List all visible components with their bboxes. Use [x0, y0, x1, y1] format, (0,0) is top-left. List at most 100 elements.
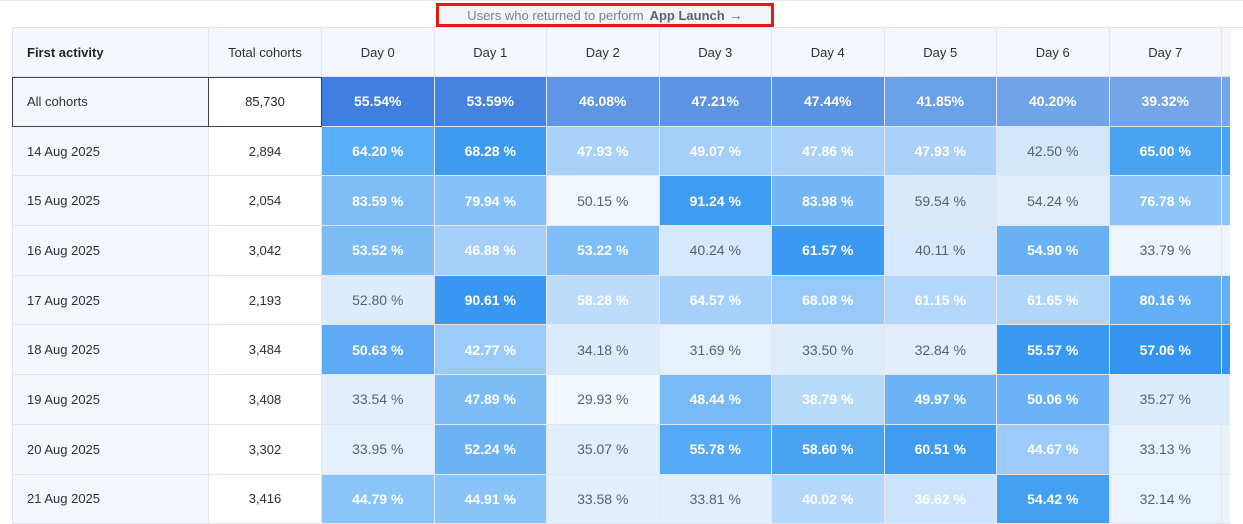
retention-cell-day-3[interactable]: 55.78 %: [660, 425, 773, 475]
retention-cell-day-7[interactable]: 65.00 %: [1110, 127, 1223, 177]
cohort-total: 3,302: [209, 425, 322, 475]
retention-cell-day-6[interactable]: 54.42 %: [997, 475, 1110, 524]
row-overflow-edge: [1222, 325, 1230, 375]
retention-cell-day-7[interactable]: 35.27 %: [1110, 375, 1223, 425]
retention-cell-day-7[interactable]: 80.16 %: [1110, 276, 1223, 326]
cohort-date: 21 Aug 2025: [12, 475, 209, 524]
all-cohorts-overflow-edge: [1222, 77, 1230, 127]
all-cohorts-day-1[interactable]: 53.59%: [435, 77, 548, 127]
all-cohorts-day-2[interactable]: 46.08%: [547, 77, 660, 127]
retention-cell-day-4[interactable]: 40.02 %: [772, 475, 885, 524]
header-day-6: Day 6: [997, 28, 1110, 77]
retention-cell-day-2[interactable]: 50.15 %: [547, 176, 660, 226]
retention-cell-day-4[interactable]: 68.08 %: [772, 276, 885, 326]
retention-cell-day-5[interactable]: 61.15 %: [885, 276, 998, 326]
retention-cell-day-0[interactable]: 64.20 %: [322, 127, 435, 177]
retention-cell-day-5[interactable]: 36.62 %: [885, 475, 998, 524]
retention-cell-day-3[interactable]: 31.69 %: [660, 325, 773, 375]
retention-cell-day-2[interactable]: 33.58 %: [547, 475, 660, 524]
retention-cell-day-4[interactable]: 33.50 %: [772, 325, 885, 375]
retention-cell-day-0[interactable]: 33.54 %: [322, 375, 435, 425]
retention-cell-day-5[interactable]: 47.93 %: [885, 127, 998, 177]
all-cohorts-row[interactable]: All cohorts 85,730 55.54% 53.59% 46.08% …: [12, 77, 1243, 127]
retention-cell-day-1[interactable]: 79.94 %: [435, 176, 548, 226]
all-cohorts-day-7[interactable]: 39.32%: [1110, 77, 1223, 127]
header-total-cohorts[interactable]: Total cohorts: [209, 28, 322, 77]
retention-event-selector[interactable]: Users who returned to perform App Launch…: [436, 3, 774, 27]
retention-cell-day-3[interactable]: 40.24 %: [660, 226, 773, 276]
retention-cell-day-1[interactable]: 68.28 %: [435, 127, 548, 177]
all-cohorts-day-6[interactable]: 40.20%: [997, 77, 1110, 127]
retention-cell-day-3[interactable]: 49.07 %: [660, 127, 773, 177]
retention-cell-day-2[interactable]: 35.07 %: [547, 425, 660, 475]
retention-cell-day-7[interactable]: 57.06 %: [1110, 325, 1223, 375]
retention-cell-day-4[interactable]: 38.79 %: [772, 375, 885, 425]
retention-cell-day-6[interactable]: 61.65 %: [997, 276, 1110, 326]
retention-cell-day-7[interactable]: 76.78 %: [1110, 176, 1223, 226]
banner-event: App Launch: [650, 8, 725, 23]
retention-cell-day-1[interactable]: 52.24 %: [435, 425, 548, 475]
retention-cell-day-3[interactable]: 33.81 %: [660, 475, 773, 524]
retention-cell-day-0[interactable]: 83.59 %: [322, 176, 435, 226]
retention-cell-day-1[interactable]: 90.61 %: [435, 276, 548, 326]
retention-cell-day-2[interactable]: 34.18 %: [547, 325, 660, 375]
all-cohorts-day-4[interactable]: 47.44%: [772, 77, 885, 127]
retention-cell-day-2[interactable]: 29.93 %: [547, 375, 660, 425]
retention-cell-day-5[interactable]: 32.84 %: [885, 325, 998, 375]
retention-cell-day-5[interactable]: 60.51 %: [885, 425, 998, 475]
retention-cell-day-0[interactable]: 44.79 %: [322, 475, 435, 524]
cohort-date: 17 Aug 2025: [12, 276, 209, 326]
retention-cell-day-1[interactable]: 44.91 %: [435, 475, 548, 524]
retention-cell-day-4[interactable]: 47.86 %: [772, 127, 885, 177]
cohort-date: 18 Aug 2025: [12, 325, 209, 375]
retention-cell-day-0[interactable]: 50.63 %: [322, 325, 435, 375]
retention-cell-day-4[interactable]: 61.57 %: [772, 226, 885, 276]
retention-cell-day-1[interactable]: 47.89 %: [435, 375, 548, 425]
all-cohorts-day-3[interactable]: 47.21%: [660, 77, 773, 127]
header-overflow-edge: [1222, 28, 1230, 77]
all-cohorts-day-0[interactable]: 55.54%: [322, 77, 435, 127]
row-overflow-edge: [1222, 276, 1230, 326]
retention-cell-day-6[interactable]: 54.90 %: [997, 226, 1110, 276]
retention-cell-day-3[interactable]: 64.57 %: [660, 276, 773, 326]
retention-cell-day-1[interactable]: 46.88 %: [435, 226, 548, 276]
header-day-3: Day 3: [660, 28, 773, 77]
row-overflow-edge: [1222, 425, 1230, 475]
retention-cell-day-4[interactable]: 83.98 %: [772, 176, 885, 226]
retention-cell-day-6[interactable]: 54.24 %: [997, 176, 1110, 226]
retention-cell-day-5[interactable]: 59.54 %: [885, 176, 998, 226]
cohort-date: 19 Aug 2025: [12, 375, 209, 425]
retention-cell-day-2[interactable]: 53.22 %: [547, 226, 660, 276]
header-day-4: Day 4: [772, 28, 885, 77]
retention-cell-day-3[interactable]: 91.24 %: [660, 176, 773, 226]
retention-cell-day-2[interactable]: 47.93 %: [547, 127, 660, 177]
retention-cell-day-6[interactable]: 55.57 %: [997, 325, 1110, 375]
all-cohorts-day-5[interactable]: 41.85%: [885, 77, 998, 127]
retention-cell-day-7[interactable]: 33.79 %: [1110, 226, 1223, 276]
retention-cell-day-6[interactable]: 44.67 %: [997, 425, 1110, 475]
row-overflow-edge: [1222, 475, 1230, 524]
retention-cell-day-5[interactable]: 49.97 %: [885, 375, 998, 425]
cohort-total: 3,408: [209, 375, 322, 425]
retention-cell-day-3[interactable]: 48.44 %: [660, 375, 773, 425]
retention-cell-day-6[interactable]: 50.06 %: [997, 375, 1110, 425]
retention-cell-day-7[interactable]: 32.14 %: [1110, 475, 1223, 524]
retention-cell-day-1[interactable]: 42.77 %: [435, 325, 548, 375]
retention-cell-day-5[interactable]: 40.11 %: [885, 226, 998, 276]
retention-cell-day-6[interactable]: 42.50 %: [997, 127, 1110, 177]
retention-cell-day-2[interactable]: 58.28 %: [547, 276, 660, 326]
retention-cell-day-0[interactable]: 53.52 %: [322, 226, 435, 276]
retention-cell-day-0[interactable]: 33.95 %: [322, 425, 435, 475]
retention-cell-day-0[interactable]: 52.80 %: [322, 276, 435, 326]
header-first-activity[interactable]: First activity: [12, 28, 209, 77]
retention-cell-day-4[interactable]: 58.60 %: [772, 425, 885, 475]
retention-cell-day-7[interactable]: 33.13 %: [1110, 425, 1223, 475]
